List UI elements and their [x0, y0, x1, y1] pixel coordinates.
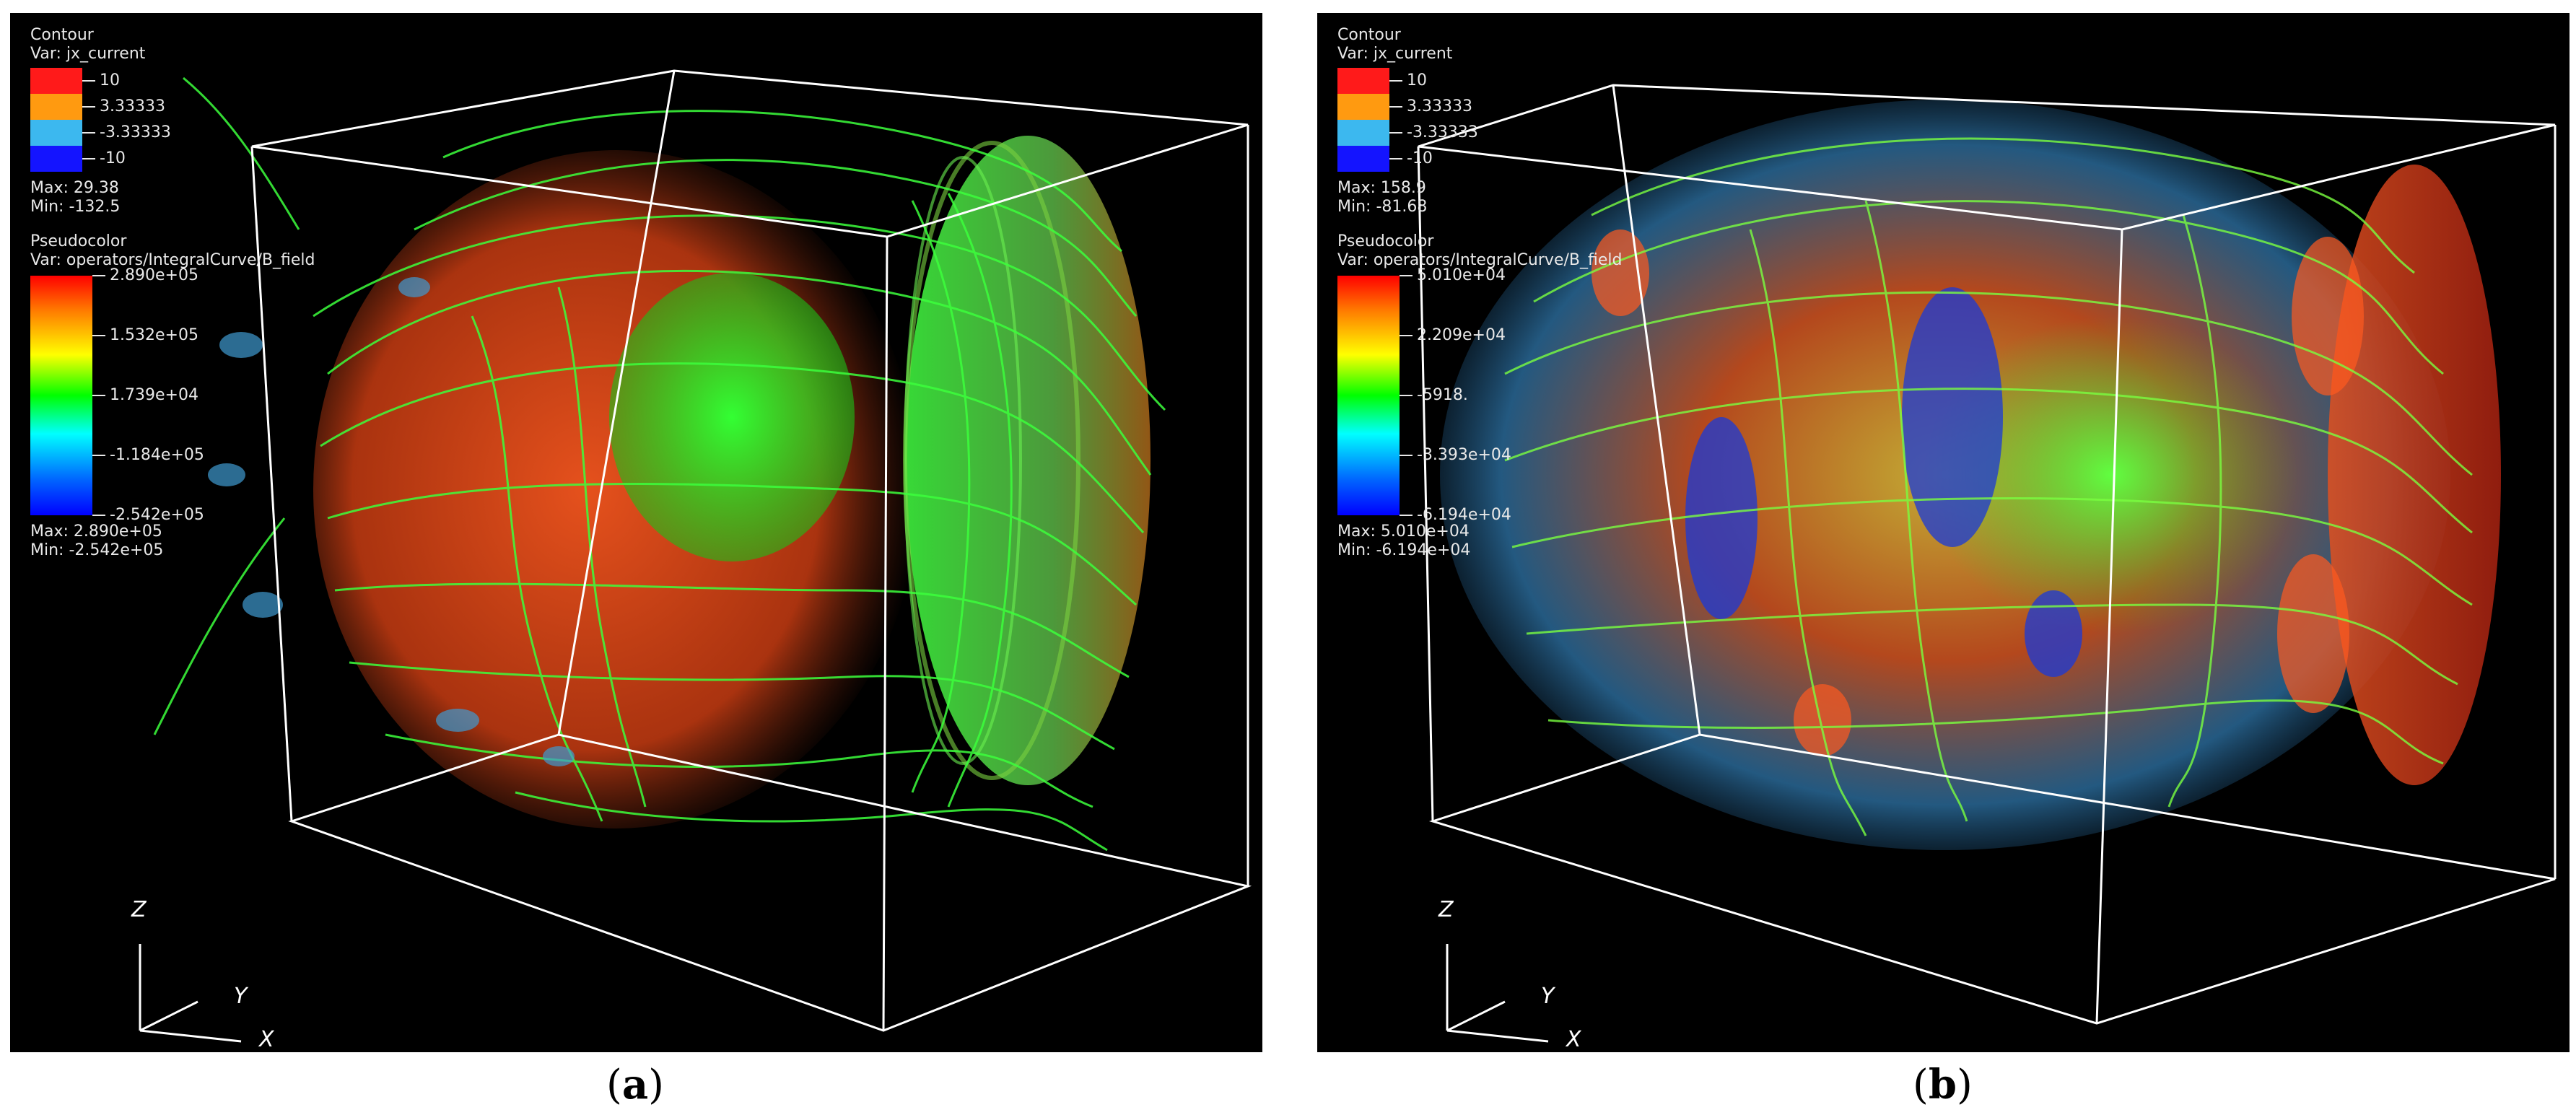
- contour-level-label: -3.33333: [1407, 123, 1478, 141]
- plasma-disk: [2328, 165, 2501, 785]
- contour-level-label: 10: [100, 71, 120, 89]
- render-scene: [1417, 84, 2557, 1025]
- pseudocolor-max: Max: 5.010e+04: [1337, 522, 1470, 541]
- field-core: [609, 273, 855, 561]
- contour-max: Max: 158.9: [1337, 179, 1426, 197]
- contour-level-label: -3.33333: [100, 123, 171, 141]
- contour-level-row: 3.33333: [1337, 94, 1622, 120]
- pseudocolor-min: Min: -6.194e+04: [1337, 541, 1471, 559]
- render-scene: [153, 69, 1252, 1032]
- contour-swatch: [1337, 94, 1389, 120]
- axis-triad: [1446, 944, 1549, 1043]
- colorbar-tick-label: -5918.: [1417, 386, 1468, 404]
- colorbar-tick-label: -3.393e+04: [1417, 446, 1511, 464]
- contour-level-row: 10: [1337, 68, 1622, 94]
- field-core: [1924, 316, 2299, 634]
- contour-level-row: -3.33333: [30, 120, 315, 146]
- contour-swatch: [30, 68, 82, 94]
- contour-min: Min: -132.5: [30, 198, 121, 216]
- field-lines: [1504, 137, 2473, 836]
- contour-level-label: 10: [1407, 71, 1427, 89]
- colorbar-tick-label: 2.890e+05: [110, 266, 198, 284]
- axis-x-label: X: [1566, 1027, 1581, 1052]
- contour-var: Var: jx_current: [1337, 45, 1453, 63]
- contour-max: Max: 29.38: [30, 179, 119, 197]
- legend: Contour Var: jx_current 10 3.33333 -3.33…: [30, 26, 315, 560]
- axis-y-label: Y: [1541, 984, 1555, 1009]
- caption-letter: a: [621, 1061, 649, 1109]
- contour-level-label: -10: [100, 149, 126, 167]
- axis-y-label: Y: [234, 984, 248, 1009]
- colorbar-tick-label: 1.532e+05: [110, 326, 198, 344]
- contour-level-label: 3.33333: [100, 97, 165, 115]
- axis-z-label: Z: [131, 897, 147, 922]
- contour-swatch: [30, 94, 82, 120]
- contour-blobs: [1685, 287, 2082, 677]
- caption-b: (b): [1913, 1061, 1973, 1109]
- contour-levels: 10 3.33333 -3.33333 -10: [1337, 68, 1622, 172]
- bounding-box: [250, 69, 1252, 1032]
- pseudocolor-title: Pseudocolor: [30, 232, 127, 250]
- colorbar-tick-label: -6.194e+04: [1417, 506, 1511, 524]
- colorbar-gradient: [1337, 276, 1400, 515]
- contour-level-label: -10: [1407, 149, 1433, 167]
- colorbar-tick-label: -1.184e+05: [110, 446, 204, 464]
- contour-swatch: [1337, 120, 1389, 146]
- pseudocolor-title: Pseudocolor: [1337, 232, 1434, 250]
- contour-level-row: -10: [1337, 146, 1622, 172]
- colorbar-tick-label: -2.542e+05: [110, 506, 204, 524]
- pseudocolor-min: Min: -2.542e+05: [30, 541, 164, 559]
- pseudocolor-var: Var: operators/IntegralCurve/B_field: [30, 251, 315, 269]
- caption-a: (a): [606, 1061, 665, 1109]
- contour-level-row: -10: [30, 146, 315, 172]
- axis-x-label: X: [259, 1027, 274, 1052]
- field-lines: [153, 76, 1166, 852]
- axis-z-label: Z: [1438, 897, 1454, 922]
- colorbar-tick-label: 2.209e+04: [1417, 326, 1506, 344]
- contour-levels: 10 3.33333 -3.33333 -10: [30, 68, 315, 172]
- contour-swatch: [1337, 146, 1389, 172]
- contour-level-label: 3.33333: [1407, 97, 1472, 115]
- colorbar-tick-label: 1.739e+04: [110, 386, 198, 404]
- legend: Contour Var: jx_current 10 3.33333 -3.33…: [1337, 26, 1622, 560]
- bounding-box: [1417, 84, 2557, 1025]
- contour-title: Contour: [1337, 26, 1401, 44]
- colorbar: 2.890e+05 1.532e+05 1.739e+04 -1.184e+05…: [30, 266, 315, 524]
- contour-title: Contour: [30, 26, 94, 44]
- caption-letter: b: [1928, 1061, 1957, 1109]
- contour-min: Min: -81.68: [1337, 198, 1428, 216]
- contour-var: Var: jx_current: [30, 45, 146, 63]
- contour-level-row: 3.33333: [30, 94, 315, 120]
- colorbar: 5.010e+04 2.209e+04 -5918. -3.393e+04 -6…: [1337, 266, 1622, 524]
- contour-swatch: [30, 146, 82, 172]
- contour-blobs: [208, 277, 575, 766]
- pseudocolor-max: Max: 2.890e+05: [30, 522, 162, 541]
- contour-swatch: [1337, 68, 1389, 94]
- colorbar-gradient: [30, 276, 92, 515]
- contour-swatch: [30, 120, 82, 146]
- visualization-panel-b: Contour Var: jx_current 10 3.33333 -3.33…: [1317, 13, 2570, 1052]
- contour-level-row: -3.33333: [1337, 120, 1622, 146]
- colorbar-tick-label: 5.010e+04: [1417, 266, 1506, 284]
- axis-triad: [139, 944, 242, 1043]
- pseudocolor-var: Var: operators/IntegralCurve/B_field: [1337, 251, 1623, 269]
- visualization-panel-a: Contour Var: jx_current 10 3.33333 -3.33…: [10, 13, 1262, 1052]
- plasma-disk: [905, 136, 1151, 785]
- contour-level-row: 10: [30, 68, 315, 94]
